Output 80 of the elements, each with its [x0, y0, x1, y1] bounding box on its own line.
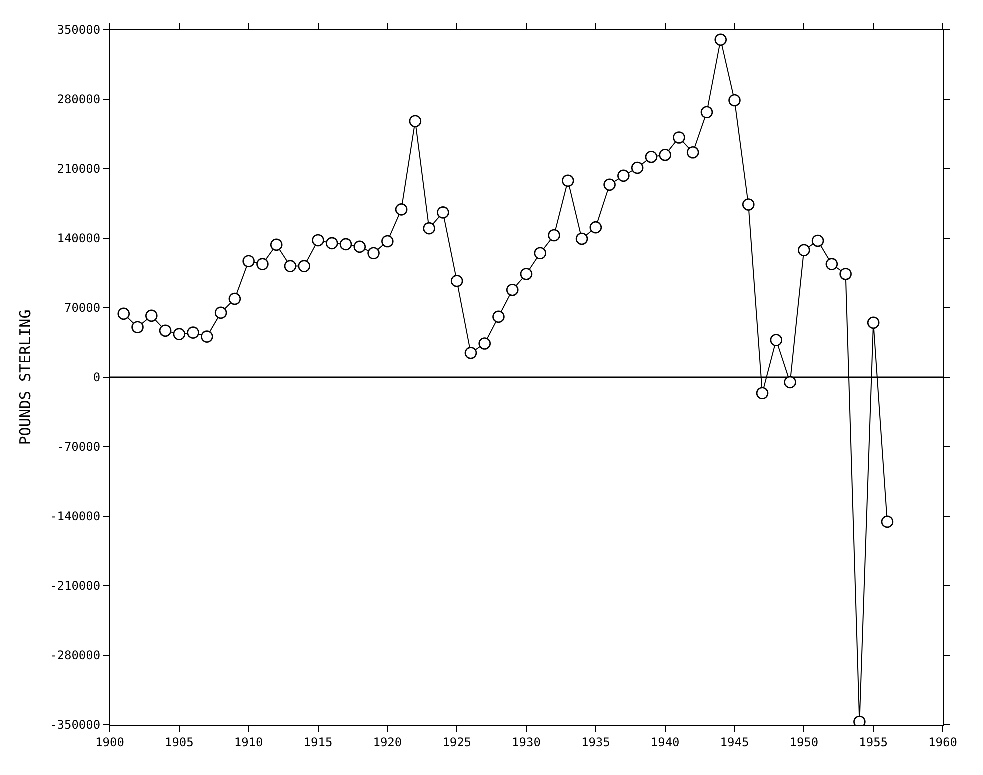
point	[368, 247, 380, 260]
point	[798, 244, 810, 257]
x-tick-label: 1915	[304, 735, 333, 750]
point	[173, 328, 186, 340]
y-tick-label: -210000	[50, 579, 101, 594]
point	[201, 330, 214, 343]
point	[673, 132, 686, 144]
x-tick-label: 1920	[373, 735, 402, 750]
point	[256, 258, 269, 270]
point	[881, 516, 894, 528]
x-tick-label: 1935	[581, 735, 610, 750]
y-tick-label: 140000	[57, 232, 101, 246]
point	[270, 238, 283, 252]
point	[618, 170, 630, 182]
point	[395, 204, 408, 216]
x-tick-label: 1950	[790, 735, 819, 750]
point	[548, 229, 560, 242]
point	[492, 310, 505, 324]
point	[298, 260, 311, 272]
y-tick-label: -140000	[50, 510, 101, 524]
point	[742, 198, 755, 211]
point	[478, 338, 491, 350]
point	[604, 178, 616, 192]
x-tick-label: 1960	[928, 735, 958, 750]
point	[284, 260, 297, 272]
x-tick-label: 1955	[859, 735, 888, 750]
x-tick-label: 1925	[442, 735, 472, 750]
point	[242, 255, 255, 268]
y-tick-label: -350000	[50, 718, 101, 732]
point	[840, 268, 852, 280]
x-tick-label: 1905	[164, 735, 194, 750]
point	[132, 321, 144, 334]
point	[645, 150, 658, 164]
point	[728, 94, 741, 107]
point	[534, 247, 547, 260]
point	[506, 284, 519, 296]
point	[520, 268, 533, 280]
x-tick-label: 1945	[720, 735, 750, 750]
point	[354, 240, 366, 254]
point	[631, 162, 644, 174]
point	[576, 232, 588, 246]
point	[187, 326, 200, 339]
point	[562, 174, 574, 188]
point	[423, 222, 436, 235]
point	[686, 146, 700, 159]
y-tick-label: 280000	[57, 92, 101, 107]
point	[826, 258, 838, 270]
point	[340, 238, 352, 251]
point	[812, 234, 824, 248]
point	[159, 324, 172, 337]
point	[464, 347, 478, 360]
y-tick-label: 210000	[57, 162, 101, 176]
point	[326, 237, 338, 250]
point	[146, 310, 158, 322]
point	[118, 308, 130, 320]
point	[450, 275, 464, 288]
point	[409, 115, 422, 128]
point	[659, 148, 672, 162]
point	[770, 334, 783, 346]
point	[756, 387, 769, 400]
point	[382, 235, 394, 248]
y-tick-label: 70000	[64, 301, 101, 316]
y-tick-label: -280000	[50, 648, 101, 663]
y-tick-label: 350000	[57, 23, 101, 38]
x-tick-label: 1940	[650, 735, 680, 750]
x-tick-label: 1900	[96, 735, 124, 750]
point	[437, 206, 450, 219]
y-tick-label: 0	[93, 370, 101, 385]
point	[590, 221, 602, 234]
point	[784, 376, 796, 389]
point	[228, 292, 242, 306]
point	[700, 106, 714, 119]
x-tick-label: 1910	[234, 735, 264, 750]
point	[312, 234, 324, 247]
point	[214, 306, 228, 320]
point	[714, 34, 728, 46]
point	[867, 316, 880, 330]
y-tick-label: -70000	[57, 440, 101, 454]
y-axis-title: POUNDS STERLING	[16, 310, 34, 446]
x-tick-label: 1930	[512, 735, 541, 750]
